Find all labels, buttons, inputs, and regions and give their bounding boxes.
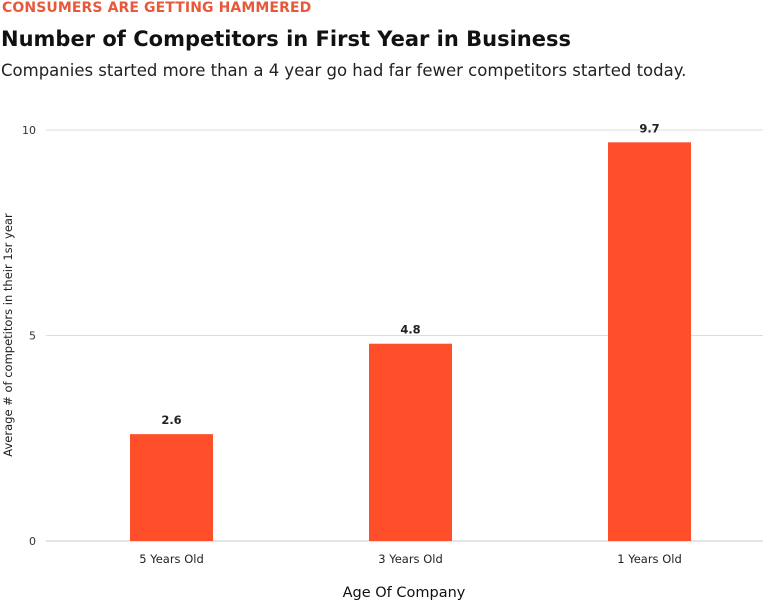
chart-kicker: CONSUMERS ARE GETTING HAMMERED (2, 0, 312, 16)
bar (608, 142, 691, 541)
x-axis-categories: 5 Years Old 3 Years Old 1 Years Old (139, 552, 682, 566)
y-tick-label: 5 (29, 330, 36, 343)
bar-value-label: 9.7 (639, 121, 659, 135)
bar-value-label: 4.8 (400, 323, 420, 337)
chart-subtitle: Companies started more than a 4 year go … (1, 61, 687, 80)
y-tick-label: 0 (29, 535, 36, 548)
bar (369, 343, 452, 541)
y-axis-title: Average # of competitors in their 1sr ye… (1, 213, 15, 457)
x-category-label: 3 Years Old (378, 552, 443, 566)
bar-value-label: 2.6 (161, 413, 181, 427)
chart-title: Number of Competitors in First Year in B… (1, 27, 571, 51)
y-axis-ticks: 0 5 10 (22, 124, 36, 548)
bar (130, 434, 213, 541)
x-category-label: 1 Years Old (617, 552, 682, 566)
bar-value-labels: 2.6 4.8 9.7 (161, 121, 659, 427)
y-tick-label: 10 (22, 124, 36, 137)
x-axis-title: Age Of Company (343, 585, 466, 601)
bars (130, 142, 691, 541)
x-category-label: 5 Years Old (139, 552, 204, 566)
